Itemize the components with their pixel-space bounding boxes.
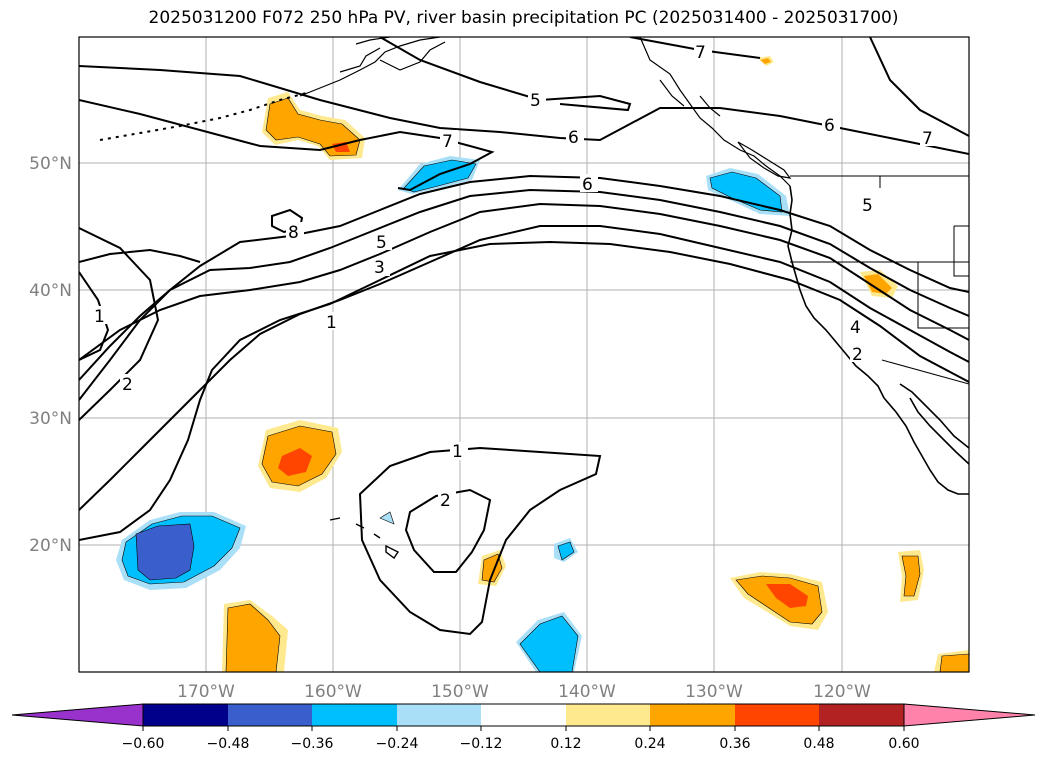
- latitude-labels: 50°N 40°N 30°N 20°N: [29, 154, 72, 556]
- pv-label: 1: [326, 313, 337, 333]
- lon-label-130w: 130°W: [685, 682, 743, 702]
- pv-label: 7: [922, 129, 933, 149]
- precip-positive-shading: [222, 56, 969, 672]
- pv-contour-7-loop: [79, 99, 495, 192]
- pv-contour-1-west: [79, 271, 110, 361]
- hawaii-islands: [329, 517, 400, 560]
- pv-label: 2: [852, 345, 863, 365]
- colorbar-segment: [143, 704, 228, 726]
- colorbar-extend-high: [903, 703, 1036, 727]
- colorbar-segment: [312, 704, 397, 726]
- lat-label-40n: 40°N: [29, 281, 72, 301]
- pv-contour-2-subtropical: [404, 488, 492, 573]
- pv-label: 8: [288, 223, 299, 243]
- lat-label-50n: 50°N: [29, 154, 72, 174]
- precip-blob-small-hawaii: [379, 511, 395, 525]
- colorbar-tick-label: 0.12: [550, 736, 581, 752]
- pv-contour-5-south: [79, 240, 969, 541]
- colorbar-tick-label: −0.24: [376, 736, 419, 752]
- pv-contour-1-subtropical: [358, 446, 602, 636]
- pv-contour-2: [79, 188, 969, 381]
- colorbar-segment: [566, 704, 650, 726]
- pv-label: 5: [862, 196, 873, 216]
- pv-labels: 7 5 6 6 7 7 6 5 5 3 8 1 4 2: [92, 42, 938, 511]
- colorbar-tick-label: −0.12: [460, 736, 503, 752]
- lon-label-140w: 140°W: [558, 682, 616, 702]
- us-west-coast: [787, 185, 885, 399]
- pv-label: 1: [94, 307, 105, 327]
- pv-contour-5-north: [379, 37, 632, 112]
- map-frame: [78, 36, 970, 673]
- precip-negative-shading: [116, 156, 790, 672]
- coastlines: [99, 37, 969, 560]
- pv-label: 6: [824, 116, 835, 136]
- pv-label: 2: [122, 375, 133, 395]
- pv-contour-3: [79, 202, 969, 361]
- pv-label: 5: [530, 91, 541, 111]
- colorbar-segment: [650, 704, 735, 726]
- map-content: 7 5 6 6 7 7 6 5 5 3 8 1 4 2: [79, 37, 969, 672]
- lon-label-120w: 120°W: [813, 682, 871, 702]
- lat-label-20n: 20°N: [29, 536, 72, 556]
- pv-contour-6-north: [79, 65, 969, 155]
- vancouver-island: [737, 141, 792, 179]
- pv-contour-2-west: [79, 227, 160, 421]
- political-borders: [790, 175, 969, 385]
- colorbar-segment: [819, 704, 904, 726]
- pv-contour-6-south: [79, 248, 201, 263]
- pv-label: 6: [568, 128, 579, 148]
- map-title: 2025031200 F072 250 hPa PV, river basin …: [148, 8, 899, 28]
- colorbar-tick-label: 0.48: [803, 736, 834, 752]
- pv-contour-1: [79, 174, 969, 401]
- pv-contour-7-east: [869, 37, 969, 137]
- pv-label: 7: [442, 132, 453, 152]
- alaska-coast: [299, 37, 441, 97]
- pv-contours: [79, 37, 969, 636]
- baja-california: [883, 397, 969, 495]
- pv-label: 5: [376, 233, 387, 253]
- lon-label-150w: 150°W: [431, 682, 489, 702]
- aleutian-islands: [99, 91, 311, 141]
- lat-label-30n: 30°N: [29, 409, 72, 429]
- pv-label: 1: [452, 442, 463, 462]
- colorbar-tick-label: −0.48: [207, 736, 250, 752]
- colorbar-segment: [481, 704, 566, 726]
- pv-label: 6: [582, 175, 593, 195]
- colorbar: −0.60 −0.48 −0.36 −0.24 −0.12 0.12 0.24 …: [11, 703, 1036, 752]
- colorbar-segment: [397, 704, 481, 726]
- pv-label: 7: [695, 43, 706, 63]
- colorbar-extend-low: [11, 703, 144, 727]
- pv-label: 4: [850, 318, 861, 338]
- colorbar-segment: [228, 704, 312, 726]
- lon-label-160w: 160°W: [304, 682, 362, 702]
- lon-label-170w: 170°W: [177, 682, 235, 702]
- colorbar-segment: [735, 704, 819, 726]
- colorbar-tick-label: 0.24: [634, 736, 665, 752]
- bc-coast: [639, 37, 791, 187]
- longitude-labels: 170°W 160°W 150°W 140°W 130°W 120°W: [177, 682, 871, 702]
- pv-label: 2: [440, 491, 451, 511]
- colorbar-tick-label: 0.36: [719, 736, 750, 752]
- colorbar-tick-label: −0.36: [291, 736, 334, 752]
- colorbar-tick-label: 0.60: [888, 736, 919, 752]
- pv-label: 3: [374, 258, 385, 278]
- colorbar-tick-label: −0.60: [122, 736, 165, 752]
